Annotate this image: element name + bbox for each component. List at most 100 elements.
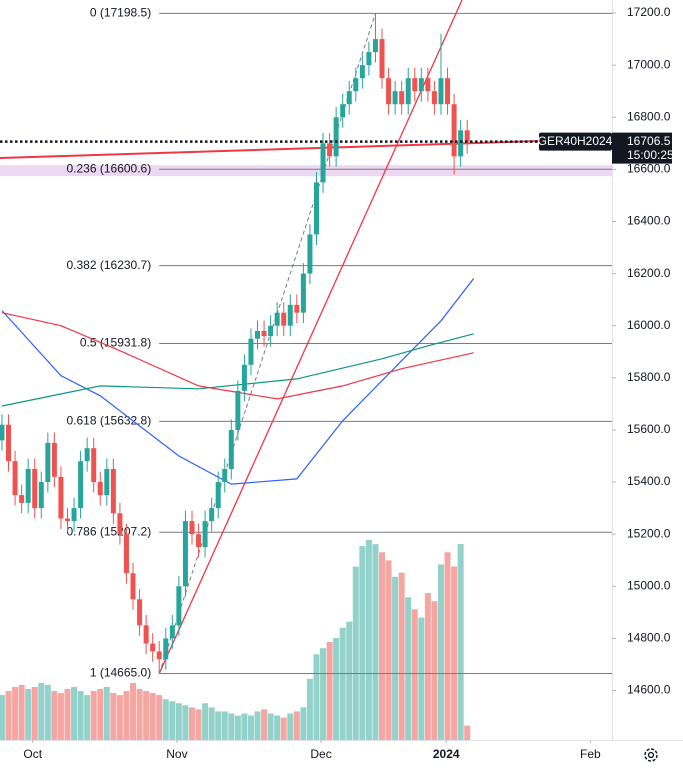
candle-body xyxy=(12,461,18,496)
volume-bar xyxy=(77,691,84,740)
candle-body xyxy=(399,91,405,105)
trend-line xyxy=(158,0,463,674)
y-tick-label: 16600.0 xyxy=(627,162,671,176)
candle-body xyxy=(333,117,339,157)
y-tick-label: 17200.0 xyxy=(627,5,671,19)
candle-body xyxy=(176,586,182,626)
price-tag xyxy=(612,132,672,164)
candle-body xyxy=(248,338,254,365)
candle-body xyxy=(458,130,464,157)
y-tick-label: 16400.0 xyxy=(627,214,671,228)
horizontal-ray xyxy=(0,140,541,159)
volume-bar xyxy=(320,648,327,740)
candle-body xyxy=(346,91,352,105)
volume-bar xyxy=(182,705,189,740)
y-tick-label: 14600.0 xyxy=(627,683,671,697)
candle-body xyxy=(366,52,372,66)
candle-body xyxy=(84,448,90,462)
candle-body xyxy=(353,78,359,92)
candle-body xyxy=(137,599,143,626)
candle-body xyxy=(64,518,70,522)
fib-label: 0 (17198.5) xyxy=(90,6,151,20)
candle-body xyxy=(38,482,44,509)
volume-bar xyxy=(44,684,51,740)
volume-bar xyxy=(352,566,359,740)
candle-body xyxy=(202,521,208,548)
volume-bar xyxy=(84,695,91,740)
fib-label: 0.618 (15632.8) xyxy=(66,414,151,428)
candle-body xyxy=(379,39,385,79)
volume-bar xyxy=(97,688,104,740)
candle-body xyxy=(156,651,162,660)
candle-body xyxy=(163,638,169,660)
y-tick-label: 17000.0 xyxy=(627,57,671,71)
candle-body xyxy=(372,39,378,53)
volume-bar xyxy=(411,609,418,740)
volume-bar xyxy=(392,576,399,740)
fib-label: 0.786 (15207.2) xyxy=(66,524,151,538)
volume-bar xyxy=(287,713,294,740)
volume-bar xyxy=(444,552,451,740)
volume-bar xyxy=(372,544,379,740)
candle-body xyxy=(0,424,5,441)
candle-body xyxy=(97,482,103,496)
volume-bar xyxy=(424,593,431,740)
candle-body xyxy=(25,469,31,503)
symbol-label: GER40H2024 xyxy=(538,134,613,148)
volume-bar xyxy=(333,637,340,740)
candle-body xyxy=(130,573,136,600)
y-tick-label: 16000.0 xyxy=(627,318,671,332)
volume-bar xyxy=(64,688,71,740)
plot-area: 0 (17198.5) 0.236 (16600.6) 0.382 (16230.7… xyxy=(0,0,612,740)
candle-body xyxy=(418,78,424,92)
candle-body xyxy=(287,304,293,326)
last-price-label: 16706.5 xyxy=(627,134,671,148)
fib-label: 0.5 (15931.8) xyxy=(80,336,151,350)
volume-bar xyxy=(221,711,228,740)
volume-bar xyxy=(379,552,386,740)
candle-body xyxy=(412,78,418,92)
candle-body xyxy=(19,495,25,503)
candle-body xyxy=(104,469,110,496)
candle-body xyxy=(51,442,57,477)
candle-body xyxy=(110,469,116,514)
volume-bar xyxy=(261,709,268,740)
volume-bar xyxy=(123,691,130,740)
volume-bar xyxy=(215,711,222,740)
candle-body xyxy=(340,104,346,118)
candle-body xyxy=(241,364,247,391)
x-tick-label: Oct xyxy=(23,747,42,761)
volume-bar xyxy=(143,691,150,740)
volume-bar xyxy=(464,725,471,740)
candle-body xyxy=(268,325,274,337)
candle-body xyxy=(359,65,365,79)
y-tick-label: 16200.0 xyxy=(627,266,671,280)
volume-bar xyxy=(156,695,163,740)
candle-body xyxy=(32,469,38,509)
x-tick-label: Dec xyxy=(310,747,331,761)
volume-bar xyxy=(188,707,195,740)
y-tick-label: 15600.0 xyxy=(627,422,671,436)
volume-bar xyxy=(306,678,313,740)
moving-average xyxy=(1,333,474,407)
candle-body xyxy=(209,508,215,522)
volume-bar xyxy=(202,703,209,740)
candle-body xyxy=(392,91,398,105)
volume-bar xyxy=(365,540,372,740)
swing-line xyxy=(158,13,376,674)
y-tick-label: 15200.0 xyxy=(627,526,671,540)
volume-bar xyxy=(418,617,425,740)
volume-bar xyxy=(267,713,274,740)
x-tick-label: Feb xyxy=(580,747,601,761)
candle-body xyxy=(228,429,234,470)
volume-bar xyxy=(169,701,176,740)
y-tick-label: 16800.0 xyxy=(627,109,671,123)
volume-bar xyxy=(326,642,333,740)
settings-icon[interactable] xyxy=(644,748,658,762)
volume-bar xyxy=(274,715,281,740)
candle-body xyxy=(307,234,313,274)
volume-bar xyxy=(149,693,156,740)
candle-body xyxy=(169,625,175,639)
candle-body xyxy=(451,104,457,157)
